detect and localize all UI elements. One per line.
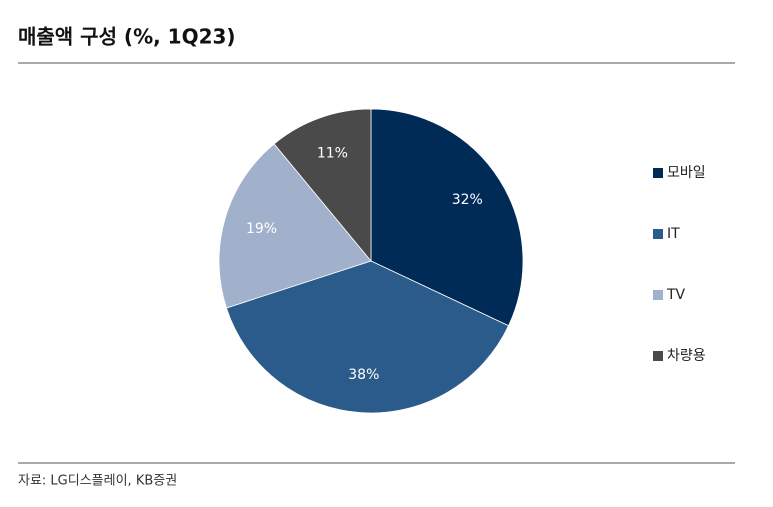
value-label: 11% — [317, 146, 348, 162]
legend-label: TV — [666, 287, 686, 303]
legend-swatch — [653, 351, 663, 361]
source-note: 자료: LG디스플레이, KB증권 — [18, 474, 177, 489]
legend-swatch — [653, 168, 663, 178]
chart-title: 매출액 구성 (%, 1Q23) — [18, 25, 236, 49]
pie-slice — [273, 108, 372, 263]
legend-label: 차량용 — [667, 348, 706, 364]
value-label: 32% — [452, 192, 483, 208]
pie-slice — [218, 143, 372, 309]
legend-label: IT — [667, 226, 680, 242]
value-label: 38% — [348, 367, 379, 383]
legend-swatch — [653, 229, 663, 239]
legend-label: 모바일 — [667, 165, 706, 181]
pie-slice — [370, 108, 524, 327]
pie-slice — [225, 260, 510, 414]
value-label: 19% — [246, 221, 277, 237]
legend-swatch — [653, 290, 663, 300]
